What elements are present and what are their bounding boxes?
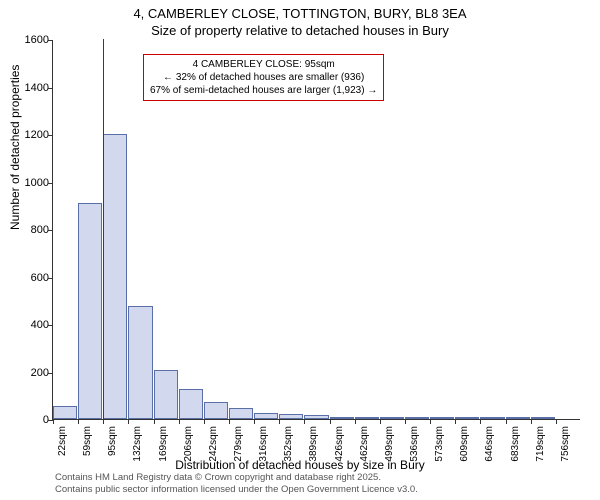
chart-title: 4, CAMBERLEY CLOSE, TOTTINGTON, BURY, BL…	[0, 6, 600, 40]
x-tick-mark	[254, 419, 255, 424]
x-tick-label: 59sqm	[82, 426, 93, 456]
y-tick-label: 600	[11, 272, 49, 284]
x-tick-label: 95sqm	[107, 426, 118, 456]
x-tick-mark	[556, 419, 557, 424]
x-tick-label: 646sqm	[484, 426, 495, 462]
x-tick-mark	[480, 419, 481, 424]
x-tick-label: 279sqm	[233, 426, 244, 462]
x-tick-mark	[154, 419, 155, 424]
title-line2: Size of property relative to detached ho…	[151, 23, 449, 38]
callout-line3: 67% of semi-detached houses are larger (…	[150, 85, 377, 96]
histogram-bar	[480, 417, 504, 419]
x-tick-label: 462sqm	[359, 426, 370, 462]
histogram-bar	[179, 389, 203, 419]
x-tick-label: 683sqm	[510, 426, 521, 462]
footer-line2: Contains public sector information licen…	[55, 484, 418, 495]
x-tick-label: 573sqm	[434, 426, 445, 462]
x-tick-label: 242sqm	[208, 426, 219, 462]
y-tick-label: 0	[11, 414, 49, 426]
histogram-bar	[304, 415, 328, 419]
histogram-bar	[430, 417, 454, 419]
y-tick-label: 1200	[11, 129, 49, 141]
histogram-bar	[279, 414, 303, 419]
x-tick-label: 536sqm	[409, 426, 420, 462]
x-tick-label: 352sqm	[283, 426, 294, 462]
y-tick-label: 1000	[11, 177, 49, 189]
histogram-bar	[78, 203, 102, 419]
histogram-bar	[103, 134, 127, 419]
y-tick-mark	[48, 135, 53, 136]
callout-line1: 4 CAMBERLEY CLOSE: 95sqm	[193, 59, 335, 70]
histogram-bar	[53, 406, 77, 419]
x-tick-mark	[430, 419, 431, 424]
histogram-bar	[254, 413, 278, 419]
x-tick-mark	[103, 419, 104, 424]
callout-line2: ← 32% of detached houses are smaller (93…	[163, 72, 364, 83]
histogram-bar	[229, 408, 253, 419]
x-tick-mark	[229, 419, 230, 424]
x-tick-mark	[179, 419, 180, 424]
chart-area: 0200400600800100012001400160022sqm59sqm9…	[52, 40, 580, 420]
histogram-bar	[330, 417, 354, 419]
y-tick-mark	[48, 373, 53, 374]
histogram-bar	[128, 306, 152, 419]
footer-line1: Contains HM Land Registry data © Crown c…	[55, 472, 381, 483]
histogram-bar	[380, 417, 404, 419]
x-tick-mark	[531, 419, 532, 424]
histogram-bar	[204, 402, 228, 419]
y-tick-mark	[48, 40, 53, 41]
histogram-bar	[506, 417, 530, 419]
y-tick-label: 1400	[11, 82, 49, 94]
callout-box: 4 CAMBERLEY CLOSE: 95sqm ← 32% of detache…	[143, 54, 384, 101]
x-tick-mark	[279, 419, 280, 424]
x-tick-mark	[455, 419, 456, 424]
y-tick-label: 1600	[11, 34, 49, 46]
y-tick-mark	[48, 278, 53, 279]
histogram-bar	[455, 417, 479, 419]
y-tick-mark	[48, 88, 53, 89]
x-axis-label: Distribution of detached houses by size …	[0, 458, 600, 472]
x-tick-mark	[304, 419, 305, 424]
x-tick-label: 206sqm	[183, 426, 194, 462]
x-tick-mark	[330, 419, 331, 424]
x-tick-mark	[78, 419, 79, 424]
attribution-footer: Contains HM Land Registry data © Crown c…	[55, 472, 418, 496]
y-tick-label: 400	[11, 319, 49, 331]
y-tick-label: 800	[11, 224, 49, 236]
y-tick-mark	[48, 183, 53, 184]
x-tick-label: 609sqm	[459, 426, 470, 462]
x-tick-label: 316sqm	[258, 426, 269, 462]
histogram-bar	[154, 370, 178, 419]
x-tick-mark	[405, 419, 406, 424]
x-tick-label: 389sqm	[308, 426, 319, 462]
x-tick-mark	[128, 419, 129, 424]
x-tick-mark	[506, 419, 507, 424]
title-line1: 4, CAMBERLEY CLOSE, TOTTINGTON, BURY, BL…	[133, 6, 466, 21]
x-tick-mark	[204, 419, 205, 424]
y-tick-mark	[48, 230, 53, 231]
x-tick-label: 719sqm	[535, 426, 546, 462]
histogram-bar	[355, 417, 379, 419]
reference-line	[103, 39, 104, 419]
plot-area: 0200400600800100012001400160022sqm59sqm9…	[52, 40, 580, 420]
y-tick-label: 200	[11, 367, 49, 379]
x-tick-mark	[53, 419, 54, 424]
x-tick-label: 756sqm	[560, 426, 571, 462]
x-tick-mark	[380, 419, 381, 424]
x-tick-mark	[355, 419, 356, 424]
histogram-bar	[405, 417, 429, 419]
x-tick-label: 426sqm	[334, 426, 345, 462]
x-tick-label: 132sqm	[132, 426, 143, 462]
x-tick-label: 499sqm	[384, 426, 395, 462]
x-tick-label: 22sqm	[57, 426, 68, 456]
y-tick-mark	[48, 325, 53, 326]
x-tick-label: 169sqm	[158, 426, 169, 462]
histogram-bar	[531, 417, 555, 419]
